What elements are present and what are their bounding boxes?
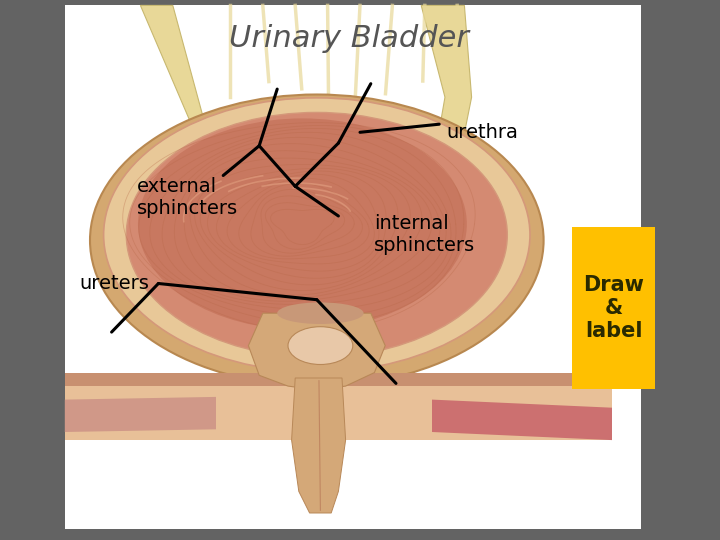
- Ellipse shape: [277, 302, 364, 324]
- Ellipse shape: [90, 94, 544, 386]
- Bar: [65, 5, 641, 529]
- Polygon shape: [65, 373, 612, 440]
- Ellipse shape: [138, 118, 467, 330]
- Ellipse shape: [104, 98, 530, 372]
- Polygon shape: [248, 313, 385, 390]
- Polygon shape: [421, 5, 472, 205]
- FancyBboxPatch shape: [572, 227, 655, 389]
- Ellipse shape: [288, 327, 353, 364]
- Polygon shape: [65, 397, 216, 432]
- Text: urethra: urethra: [446, 123, 518, 142]
- Text: Urinary Bladder: Urinary Bladder: [229, 24, 469, 53]
- Text: ureters: ureters: [79, 274, 149, 293]
- Polygon shape: [432, 400, 612, 440]
- Text: Draw
&
label: Draw & label: [583, 275, 644, 341]
- Polygon shape: [140, 5, 230, 211]
- Ellipse shape: [126, 112, 508, 357]
- Text: external
sphincters: external sphincters: [137, 177, 238, 218]
- Polygon shape: [292, 378, 346, 513]
- Polygon shape: [65, 373, 612, 386]
- Text: internal
sphincters: internal sphincters: [374, 214, 475, 255]
